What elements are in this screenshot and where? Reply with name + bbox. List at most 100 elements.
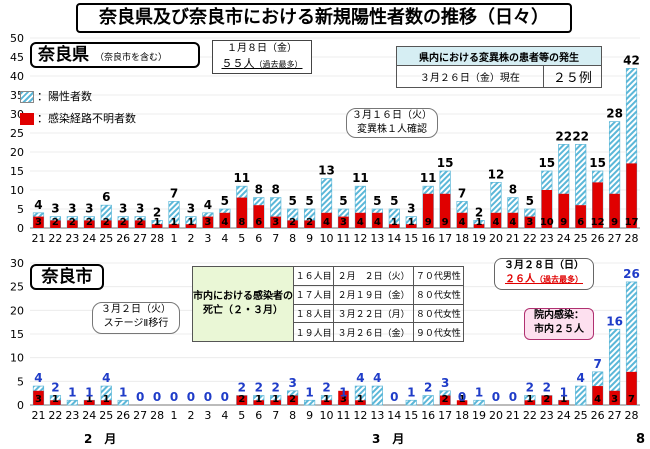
city-bar-positive [117,399,129,406]
pref-positive-label: 15 [538,156,555,170]
pref-xtick-label: 27 [133,232,147,245]
pref-bar-unknown [473,224,485,228]
pref-unknown-label: 3 [526,217,533,228]
pref-xtick-label: 17 [438,232,452,245]
death-table-header: 市内における感染者の死亡（２・３月） [192,266,294,342]
pref-positive-label: 5 [305,194,313,208]
city-positive-label: 2 [272,381,280,395]
city-positive-label: 4 [102,371,110,385]
pref-xtick-label: 19 [472,232,486,245]
pref-positive-label: 22 [572,129,589,143]
pref-ytick-label: 40 [10,70,24,83]
city-positive-label: 0 [221,390,229,404]
city-xtick-label: 28 [150,409,164,422]
pref-xtick-label: 22 [48,232,62,245]
city-positive-label: 1 [119,385,127,399]
city-xtick-label: 25 [99,409,113,422]
pref-xtick-label: 4 [221,232,228,245]
pref-unknown-label: 3 [340,217,347,228]
city-bar-unknown [33,390,44,405]
city-max-callout: ３月２８日（日） ２６人（過去最多） [494,258,594,290]
pref-positive-label: 22 [555,129,572,143]
pref-ytick-label: 5 [17,203,24,216]
pref-positive-label: 5 [339,194,347,208]
pref-xtick-label: 8 [289,232,296,245]
death-row-4-person: ９０代女性 [412,322,465,342]
city-unknown-label: 1 [272,394,279,405]
pref-bar-unknown [117,220,129,228]
city-positive-label: 0 [153,390,161,404]
variant-table-count: ２５例 [542,65,603,88]
prefecture-max-suffix: （過去最多） [254,60,303,69]
city-ytick-label: 15 [10,328,24,341]
city-positive-label: 4 [373,371,381,385]
death-row-3-no: １８人目 [292,303,335,324]
page-number: 8 [636,432,646,447]
pref-positive-label: 7 [170,186,178,200]
city-xtick-label: 17 [438,409,452,422]
death-row-3-date: ３月２２日（月） [333,303,414,324]
pref-bar-unknown [67,220,78,228]
pref-unknown-label: 1 [154,217,161,228]
city-xtick-label: 9 [306,409,313,422]
death-row-4-date: ３月２６日（金） [333,322,414,342]
pref-xtick-label: 24 [557,232,571,245]
death-row-4-no: １９人目 [292,322,335,342]
city-xtick-label: 7 [272,409,279,422]
city-xtick-label: 26 [116,409,130,422]
city-xtick-label: 5 [238,409,245,422]
city-positive-label: 1 [339,385,347,399]
city-positive-label: 0 [390,390,398,404]
in-hospital-count: 市内２５人 [534,324,584,335]
pref-positive-label: 11 [420,171,437,185]
pref-bar-unknown [558,193,570,228]
city-positive-label: 1 [85,385,93,399]
in-hospital-callout: 院内感染： 市内２５人 [524,308,594,340]
variant-callout: ３月１６日（火） 変異株１人確認 [346,108,438,138]
pref-xtick-label: 1 [171,232,178,245]
pref-positive-label: 3 [187,202,195,216]
city-xtick-label: 20 [489,409,503,422]
city-xtick-label: 4 [221,409,228,422]
pref-positive-label: 28 [606,107,623,121]
pref-xtick-label: 18 [455,232,469,245]
pref-bar-unknown [202,216,214,228]
death-row-1-date: ２月 ２日（火） [333,266,414,286]
city-bar-unknown [100,400,112,405]
pref-positive-label: 4 [34,198,42,212]
pref-positive-label: 11 [233,171,250,185]
city-positive-label: 2 [543,381,551,395]
pref-unknown-label: 2 [306,217,313,228]
pref-unknown-label: 17 [625,217,639,228]
pref-xtick-label: 23 [65,232,79,245]
pref-bar-unknown [524,216,536,228]
pref-xtick-label: 28 [625,232,639,245]
city-xtick-label: 18 [455,409,469,422]
city-bar-positive [303,399,316,406]
pref-plot: 0510152025303540455034212322232323242625… [10,32,640,245]
pref-unknown-label: 2 [52,217,59,228]
stage-callout: ３月２日（火） ステージⅡ移行 [92,302,180,334]
city-xtick-label: 24 [557,409,571,422]
pref-unknown-label: 2 [120,217,127,228]
pref-ytick-label: 0 [17,222,24,235]
city-xtick-label: 26 [591,409,605,422]
stage-callout-text: ステージⅡ移行 [103,318,169,329]
pref-positive-label: 13 [318,164,335,178]
city-unknown-label: 1 [103,394,110,405]
stage-callout-date: ３月２日（火） [101,304,171,315]
pref-xtick-label: 2 [187,232,194,245]
city-ytick-label: 30 [10,257,24,270]
pref-unknown-label: 4 [357,217,364,228]
legend-unknown-swatch [20,113,34,125]
city-unknown-label: 1 [52,394,59,405]
pref-bar-unknown [151,224,163,228]
pref-unknown-label: 2 [289,217,296,228]
city-max-suffix: （過去最多） [535,275,583,284]
pref-positive-label: 15 [589,156,606,170]
pref-positive-label: 3 [85,202,93,216]
city-positive-label: 0 [492,390,500,404]
city-bar-positive [422,395,434,406]
city-bar-positive [575,385,587,406]
